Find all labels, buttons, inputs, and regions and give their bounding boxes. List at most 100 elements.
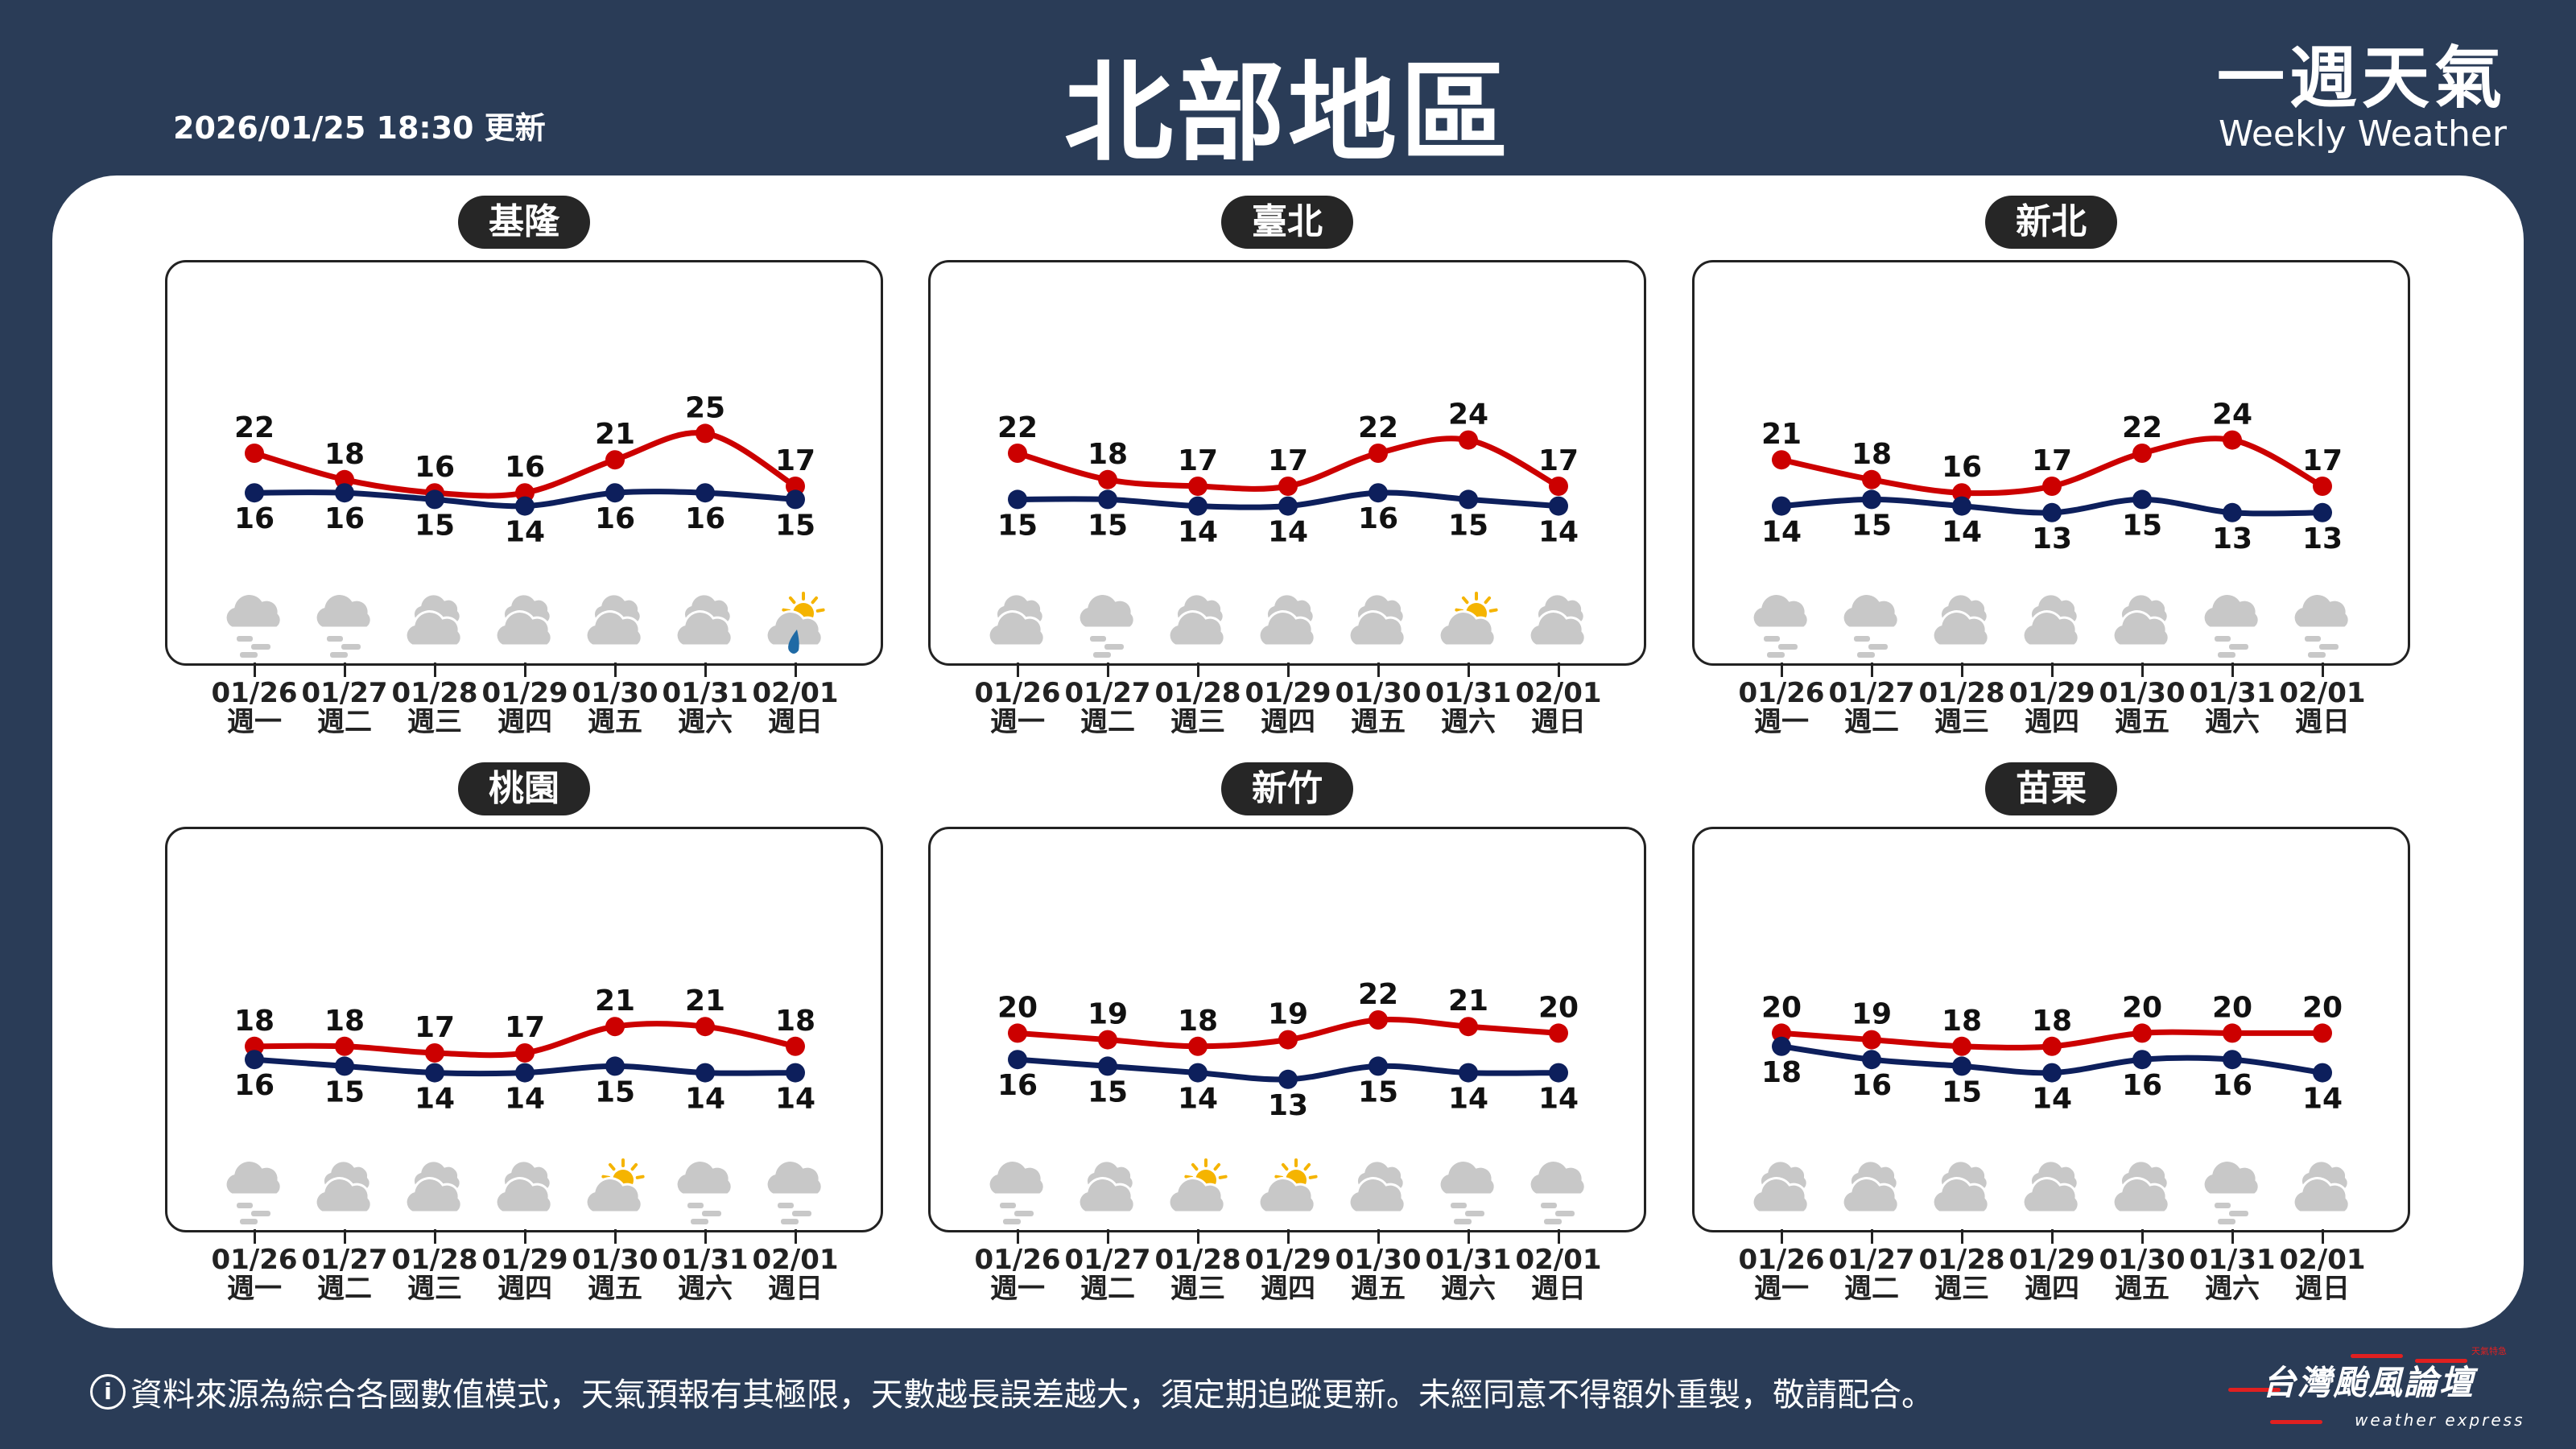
high-temp-point <box>515 483 535 503</box>
low-temp-label: 15 <box>324 1075 365 1108</box>
day-label: 01/27 週二 <box>1063 1245 1153 1303</box>
cloud-shape <box>765 1159 824 1196</box>
low-temp-label: 14 <box>1942 516 1982 549</box>
low-temp-point <box>425 489 444 510</box>
axis-tick <box>1017 663 1019 677</box>
high-temp-point <box>696 1017 715 1037</box>
date-label: 01/27 <box>1828 677 1915 709</box>
high-temp-point <box>515 1043 535 1063</box>
cloudy-icon <box>987 592 1046 647</box>
logo-tag: 天氣特急 <box>2471 1346 2507 1356</box>
cloud-shape <box>1348 1177 1406 1214</box>
day-label: 02/01 週日 <box>750 1245 840 1303</box>
day-label: 01/30 週五 <box>2097 1245 2187 1303</box>
high-temp-point <box>1772 1023 1791 1043</box>
day-label: 01/27 週二 <box>299 1245 390 1303</box>
cloudy-icon <box>584 592 643 647</box>
cloudy-icon <box>1528 592 1587 647</box>
cloudy-icon <box>1841 1159 1900 1214</box>
weekday-label: 週六 <box>678 706 733 738</box>
cloud-shape <box>675 610 733 647</box>
region-name-5: 新竹 <box>1221 762 1353 815</box>
low-temp-point <box>1459 1063 1478 1083</box>
cloudy-icon <box>494 592 553 647</box>
weekday-label: 週三 <box>407 706 462 738</box>
date-label: 01/27 <box>1064 677 1151 709</box>
axis-tick <box>434 1229 436 1244</box>
date-label: 01/28 <box>1918 677 2005 709</box>
axis-tick <box>1961 1229 1963 1244</box>
high-temp-label: 22 <box>997 411 1038 444</box>
date-label: 01/26 <box>1738 677 1825 709</box>
weekday-label: 週三 <box>407 1273 462 1305</box>
date-label: 02/01 <box>752 677 839 709</box>
day-label: 01/30 週五 <box>1333 679 1423 737</box>
weekday-label: 週四 <box>2025 706 2079 738</box>
low-temp-point <box>425 1063 444 1083</box>
high-temp-label: 20 <box>2302 991 2343 1024</box>
high-temp-label: 21 <box>1761 418 1802 451</box>
day-label: 01/31 週六 <box>660 679 750 737</box>
cloud-shape <box>1438 610 1496 647</box>
date-label: 01/30 <box>2099 677 2186 709</box>
low-temp-point <box>696 1063 715 1083</box>
high-temp-point <box>335 1036 354 1056</box>
high-temp-label: 17 <box>505 1011 545 1044</box>
axis-tick <box>434 663 436 677</box>
brand-title-en: Weekly Weather <box>2218 114 2507 155</box>
date-label: 01/26 <box>974 1244 1061 1276</box>
low-temp-point <box>1098 1056 1117 1076</box>
high-temp-point <box>245 444 264 463</box>
high-temp-point <box>1278 477 1298 496</box>
high-temp-label: 17 <box>415 1011 455 1044</box>
cloud-shape <box>1841 1177 1900 1214</box>
day-label: 01/30 週五 <box>570 679 660 737</box>
weekday-label: 週日 <box>768 1273 823 1305</box>
info-icon: i <box>90 1374 126 1410</box>
low-temp-label: 16 <box>595 502 635 535</box>
region-name-6: 苗栗 <box>1985 762 2117 815</box>
high-temp-label: 20 <box>2122 991 2162 1024</box>
high-temp-point <box>1459 430 1478 450</box>
low-temp-label: 14 <box>505 516 545 549</box>
weekday-label: 週三 <box>1170 1273 1225 1305</box>
date-label: 02/01 <box>2279 1244 2366 1276</box>
date-label: 01/26 <box>211 1244 298 1276</box>
high-temp-label: 20 <box>1761 991 1802 1024</box>
high-temp-point <box>1368 444 1388 463</box>
day-label: 01/29 週四 <box>480 679 570 737</box>
day-label: 01/26 週一 <box>209 679 299 737</box>
low-temp-label: 15 <box>997 509 1038 542</box>
high-temp-point <box>1368 1010 1388 1030</box>
weekday-label: 週二 <box>1080 706 1135 738</box>
day-label: 02/01 週日 <box>750 679 840 737</box>
high-temp-label: 16 <box>1942 451 1982 484</box>
axis-tick <box>1107 663 1109 677</box>
low-temp-point <box>245 483 264 503</box>
low-temp-point <box>2132 489 2152 510</box>
low-temp-point <box>1952 496 1971 516</box>
low-temp-label: 14 <box>1268 516 1308 549</box>
high-temp-point <box>2042 477 2062 496</box>
low-temp-label: 14 <box>685 1083 725 1116</box>
cloudy-icon <box>494 1159 553 1214</box>
cloud-fog-icon <box>987 1159 1046 1224</box>
axis-tick <box>1287 1229 1290 1244</box>
weekday-label: 週六 <box>678 1273 733 1305</box>
high-temp-label: 21 <box>685 985 725 1018</box>
high-temp-label: 17 <box>2302 444 2343 477</box>
weekday-label: 週日 <box>1531 706 1586 738</box>
axis-tick <box>2141 1229 2144 1244</box>
date-label: 01/31 <box>1425 677 1512 709</box>
cloudy-icon <box>2112 1159 2170 1214</box>
weekday-label: 週日 <box>2295 706 2350 738</box>
low-temp-label: 15 <box>775 509 815 542</box>
date-label: 01/31 <box>662 1244 749 1276</box>
cloud-shape <box>404 1177 463 1214</box>
high-temp-point <box>1188 477 1208 496</box>
region-name-1: 基隆 <box>458 196 590 249</box>
cloudy-icon <box>1077 1159 1136 1214</box>
partly-sunny-icon <box>1438 592 1498 647</box>
weekday-label: 週一 <box>227 1273 282 1305</box>
high-temp-point <box>425 1043 444 1063</box>
